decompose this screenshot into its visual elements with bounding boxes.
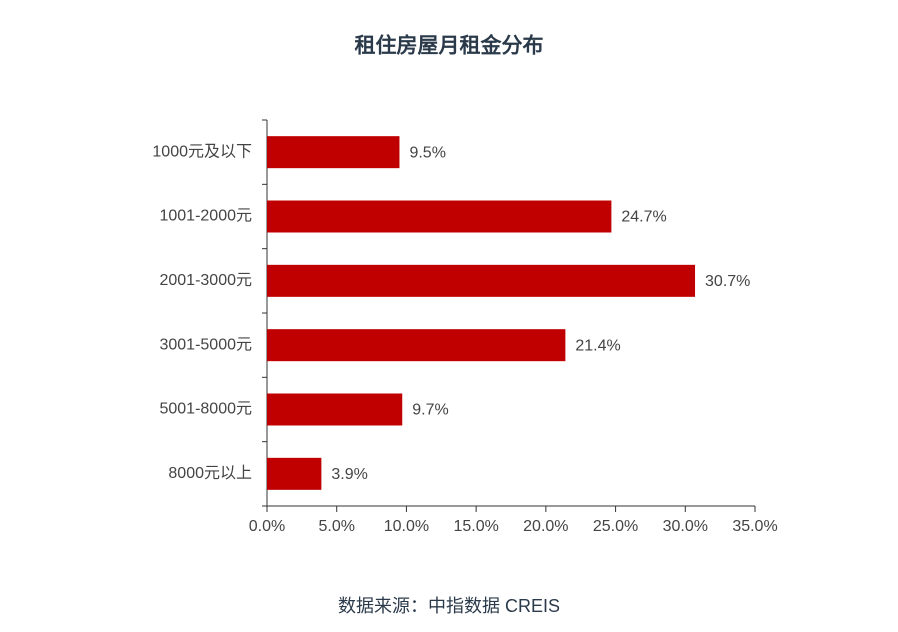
bar	[267, 457, 322, 490]
y-tick-label: 5001-8000元	[159, 401, 252, 418]
y-tick-label: 2001-3000元	[159, 272, 252, 289]
value-label: 3.9%	[331, 466, 367, 483]
value-label: 21.4%	[575, 337, 620, 354]
bar	[267, 329, 566, 362]
y-tick-label: 3001-5000元	[159, 336, 252, 353]
x-tick-label: 5.0%	[318, 518, 354, 535]
bar	[267, 264, 696, 297]
value-label: 9.7%	[412, 402, 448, 419]
value-label: 30.7%	[705, 273, 750, 290]
x-tick-label: 30.0%	[663, 518, 708, 535]
chart-title: 租住房屋月租金分布	[355, 34, 544, 58]
x-tick-label: 25.0%	[593, 518, 638, 535]
y-tick-label: 1001-2000元	[159, 208, 252, 225]
x-tick-label: 35.0%	[732, 518, 777, 535]
y-tick-label: 1000元及以下	[152, 143, 252, 160]
x-tick-label: 20.0%	[523, 518, 568, 535]
bar	[267, 393, 403, 426]
bar	[267, 200, 612, 233]
value-label: 24.7%	[621, 209, 666, 226]
x-tick-label: 0.0%	[249, 518, 285, 535]
x-tick-label: 10.0%	[384, 518, 429, 535]
bar	[267, 136, 400, 169]
y-tick-label: 8000元以上	[168, 464, 252, 482]
source-note: 数据来源：中指数据 CREIS	[338, 596, 560, 616]
value-label: 9.5%	[409, 144, 445, 161]
x-tick-label: 15.0%	[453, 518, 498, 535]
